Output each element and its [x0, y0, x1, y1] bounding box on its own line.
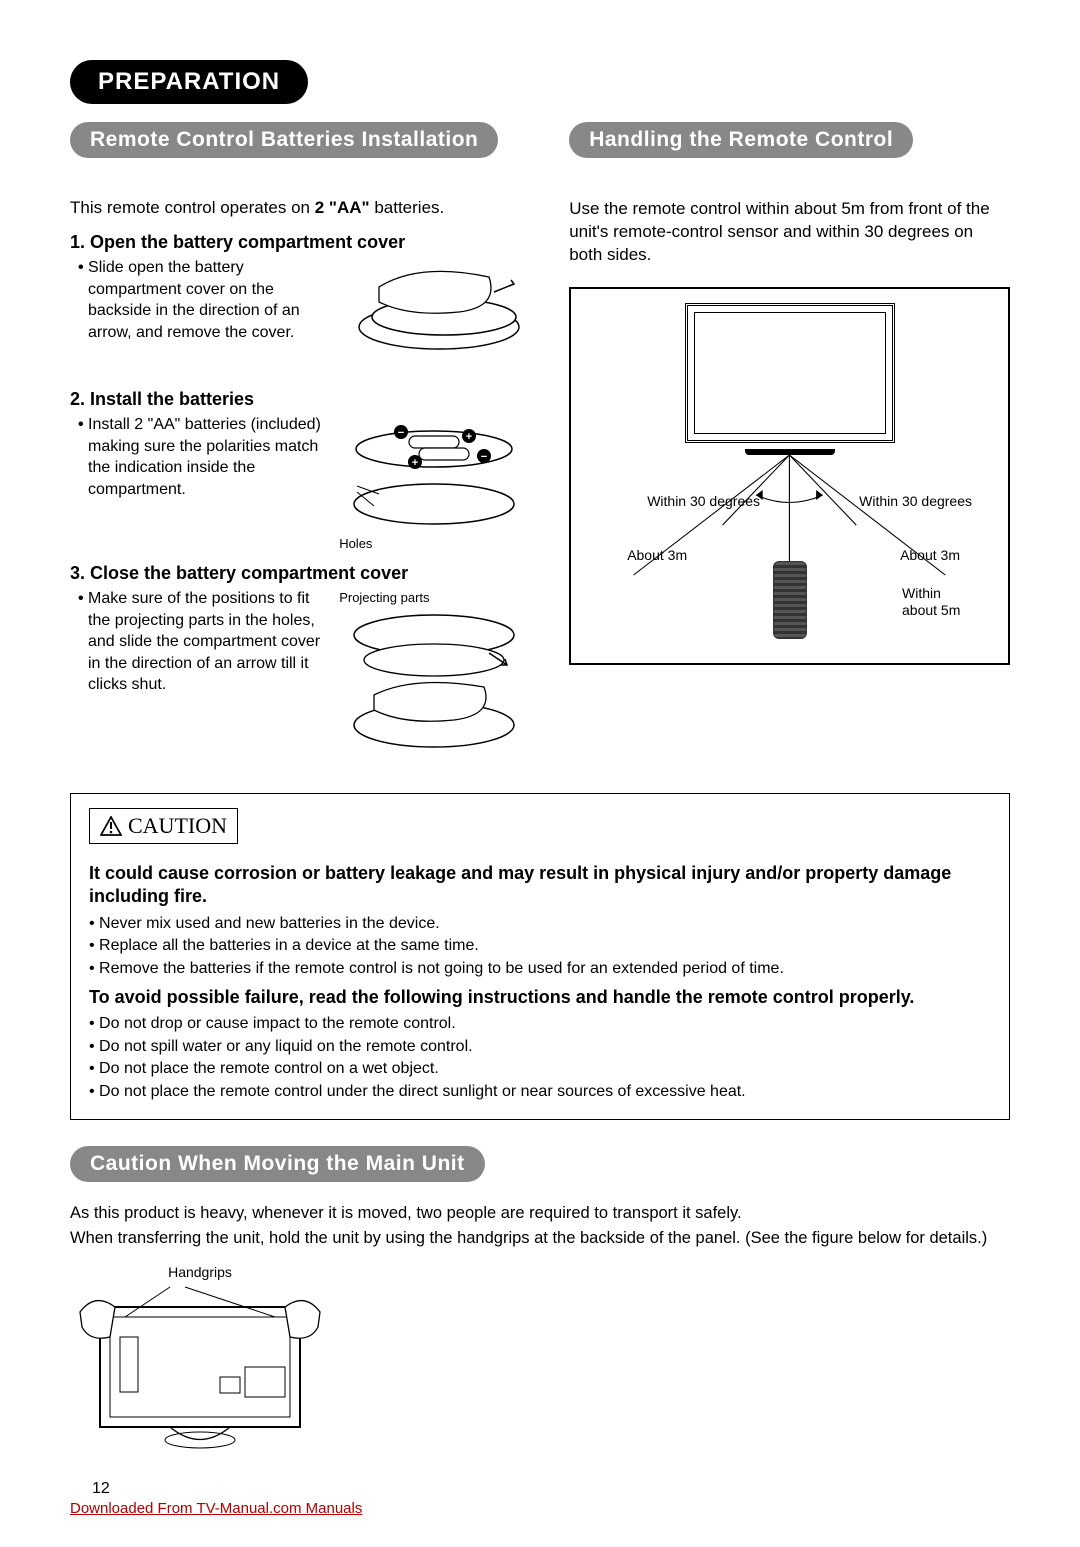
remote-batteries-icon: − + − + [339, 414, 529, 534]
step3-label: Projecting parts [339, 590, 529, 605]
caution-item: Remove the batteries if the remote contr… [89, 958, 991, 980]
page-header: PREPARATION [70, 60, 1010, 104]
center-dist: Within about 5m [902, 585, 972, 620]
step1-head: 1. Open the battery compartment cover [70, 232, 529, 253]
svg-text:−: − [398, 427, 404, 439]
batteries-column: This remote control operates on 2 "AA" b… [70, 176, 529, 765]
caution-item: Never mix used and new batteries in the … [89, 913, 991, 935]
caution-list2: Do not drop or cause impact to the remot… [89, 1013, 991, 1103]
caution-item: Do not spill water or any liquid on the … [89, 1036, 991, 1058]
handling-text: Use the remote control within about 5m f… [569, 198, 1010, 267]
caution-item: Do not place the remote control on a wet… [89, 1058, 991, 1080]
step2-illustration: − + − + Holes [339, 414, 529, 551]
left-dist: About 3m [627, 547, 687, 565]
moving-title: Caution When Moving the Main Unit [70, 1146, 485, 1182]
caution-title: CAUTION [89, 808, 238, 844]
step3-head: 3. Close the battery compartment cover [70, 563, 529, 584]
caution-item: Do not place the remote control under th… [89, 1081, 991, 1103]
remote-icon [773, 561, 807, 639]
tv-range-diagram: Within 30 degrees Within 30 degrees Abou… [569, 287, 1010, 665]
caution-list1: Never mix used and new batteries in the … [89, 913, 991, 980]
preparation-title: PREPARATION [70, 60, 308, 104]
caution-item: Replace all the batteries in a device at… [89, 935, 991, 957]
handgrip-illustration: Handgrips [70, 1264, 330, 1452]
step1-text: Slide open the battery compartment cover… [70, 257, 331, 343]
page-number: 12 [92, 1480, 1010, 1498]
warning-icon [100, 816, 122, 836]
download-link[interactable]: Downloaded From TV-Manual.com Manuals [70, 1500, 1010, 1517]
tv-icon [685, 303, 895, 443]
caution-bold1: It could cause corrosion or battery leak… [89, 862, 991, 909]
remote-close-icon [339, 605, 529, 765]
section-batteries-title: Remote Control Batteries Installation [70, 122, 498, 158]
tv-back-icon [70, 1282, 330, 1452]
right-angle: Within 30 degrees [859, 493, 972, 511]
step2-text: Install 2 "AA" batteries (included) maki… [70, 414, 331, 500]
caution-item: Do not drop or cause impact to the remot… [89, 1013, 991, 1035]
handling-column: Use the remote control within about 5m f… [569, 176, 1010, 765]
svg-text:+: + [466, 431, 472, 443]
moving-section: Caution When Moving the Main Unit As thi… [70, 1146, 1010, 1452]
intro-prefix: This remote control operates on [70, 198, 315, 217]
left-angle: Within 30 degrees [647, 493, 760, 511]
step2-head: 2. Install the batteries [70, 389, 529, 410]
step3-illustration: Projecting parts [339, 588, 529, 765]
intro-suffix: batteries. [370, 198, 445, 217]
moving-text1: As this product is heavy, whenever it is… [70, 1202, 1010, 1225]
step3-text: Make sure of the positions to fit the pr… [70, 588, 331, 696]
handgrip-label: Handgrips [70, 1264, 330, 1280]
caution-title-text: CAUTION [128, 813, 227, 838]
svg-text:−: − [481, 451, 487, 463]
intro-bold: 2 "AA" [315, 198, 370, 217]
caution-box: CAUTION It could cause corrosion or batt… [70, 793, 1010, 1120]
right-dist: About 3m [900, 547, 960, 565]
svg-text:+: + [412, 457, 418, 469]
batteries-intro: This remote control operates on 2 "AA" b… [70, 198, 529, 218]
caution-bold2: To avoid possible failure, read the foll… [89, 986, 991, 1009]
step2-label: Holes [339, 536, 529, 551]
section-handling-title: Handling the Remote Control [569, 122, 913, 158]
moving-text2: When transferring the unit, hold the uni… [70, 1227, 1010, 1250]
remote-open-icon [339, 257, 529, 377]
step1-illustration [339, 257, 529, 377]
